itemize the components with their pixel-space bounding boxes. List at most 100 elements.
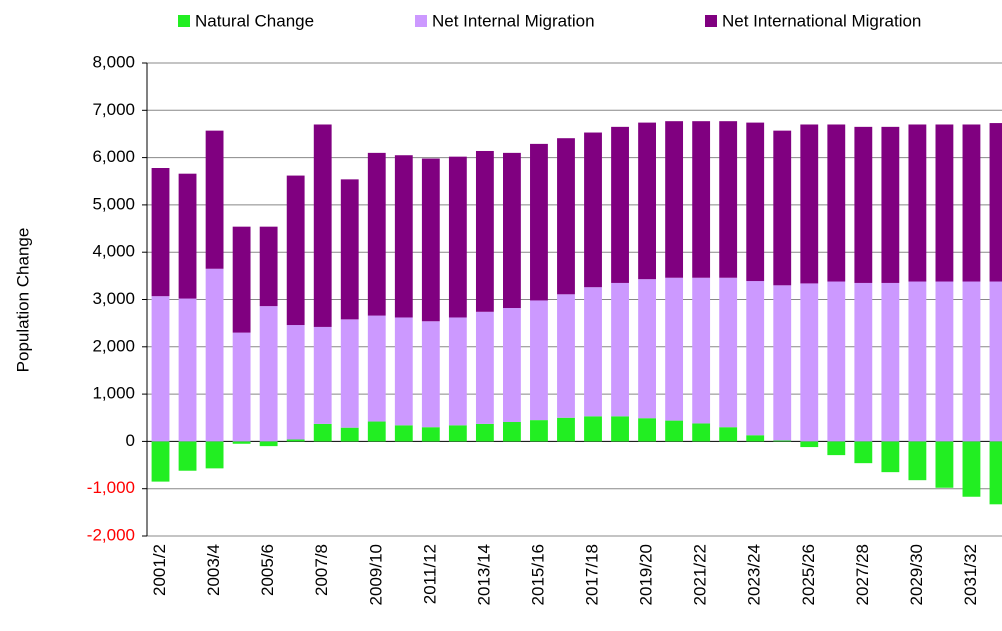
y-tick-label: 3,000 bbox=[92, 289, 135, 308]
bar-segment bbox=[719, 427, 738, 442]
bar-segment bbox=[178, 441, 197, 471]
bar-segment bbox=[205, 268, 224, 442]
bar-segment bbox=[448, 425, 467, 442]
bar-segment bbox=[692, 121, 711, 278]
bar-segment bbox=[475, 150, 494, 312]
bar-segment bbox=[394, 155, 413, 318]
bar-segment bbox=[800, 283, 819, 442]
y-tick-label: 7,000 bbox=[92, 100, 135, 119]
bar-segment bbox=[232, 441, 251, 444]
bar-segment bbox=[421, 321, 440, 428]
bar-segment bbox=[286, 439, 305, 442]
bar-segment bbox=[340, 179, 359, 320]
legend-label: Net International Migration bbox=[722, 11, 921, 30]
bar-segment bbox=[340, 427, 359, 442]
bar-segment bbox=[503, 422, 521, 442]
bar-segment bbox=[421, 158, 440, 322]
x-tick-label: 2025/26 bbox=[799, 544, 818, 605]
bar-segment bbox=[232, 226, 251, 333]
x-tick-label: 2013/14 bbox=[474, 544, 493, 605]
bar-segment bbox=[584, 416, 602, 442]
bar-segment bbox=[935, 124, 954, 282]
bar-segment bbox=[854, 441, 873, 464]
bar-segment bbox=[557, 294, 575, 418]
bar-segment bbox=[421, 427, 440, 442]
x-tick-label: 2009/10 bbox=[366, 544, 385, 605]
bar-segment bbox=[638, 418, 656, 442]
bar-segment bbox=[827, 441, 846, 456]
bar-segment bbox=[530, 143, 548, 301]
bar-segment bbox=[530, 420, 548, 442]
bar-segment bbox=[178, 298, 197, 442]
legend-swatch bbox=[705, 15, 717, 27]
bar-segment bbox=[638, 122, 656, 280]
bar-segment bbox=[557, 417, 575, 442]
bar-segment bbox=[800, 124, 819, 284]
bar-segment bbox=[503, 308, 521, 423]
bar-segment bbox=[448, 317, 467, 426]
bar-segment bbox=[773, 285, 792, 441]
bar-segment bbox=[259, 306, 278, 442]
bar-segment bbox=[205, 441, 224, 469]
bar-segment bbox=[530, 300, 548, 421]
bar-segment bbox=[773, 440, 792, 442]
y-tick-label: -1,000 bbox=[87, 478, 135, 497]
bar-segment bbox=[989, 441, 1002, 505]
bar-segment bbox=[746, 122, 765, 282]
bar-segment bbox=[151, 296, 170, 442]
bar-segment bbox=[557, 138, 575, 295]
legend-swatch bbox=[415, 15, 427, 27]
legend-swatch bbox=[178, 15, 190, 27]
bar-segment bbox=[935, 281, 954, 442]
bar-segment bbox=[367, 152, 386, 316]
x-tick-label: 2029/30 bbox=[907, 544, 926, 605]
bar-segment bbox=[367, 421, 386, 442]
x-tick-label: 2019/20 bbox=[637, 544, 656, 605]
bar-segment bbox=[584, 287, 602, 417]
bar-segment bbox=[367, 315, 386, 422]
bar-segment bbox=[313, 326, 332, 424]
bar-segment bbox=[475, 311, 494, 424]
x-tick-label: 2011/12 bbox=[420, 544, 439, 604]
bar-segment bbox=[881, 282, 900, 442]
bar-segment bbox=[611, 282, 629, 417]
bar-segment bbox=[503, 152, 521, 309]
y-tick-label: 6,000 bbox=[92, 147, 135, 166]
bar-segment bbox=[908, 124, 927, 282]
bar-segment bbox=[151, 441, 170, 482]
bar-segment bbox=[665, 121, 684, 278]
bar-segment bbox=[259, 226, 278, 307]
bar-segment bbox=[394, 317, 413, 426]
legend-label: Natural Change bbox=[195, 11, 314, 30]
bar-segment bbox=[773, 130, 792, 286]
bar-segment bbox=[692, 277, 711, 424]
bar-segment bbox=[611, 126, 629, 283]
bar-segment bbox=[313, 124, 332, 327]
bar-segment bbox=[475, 423, 494, 442]
x-tick-label: 2005/6 bbox=[258, 544, 277, 596]
bar-segment bbox=[827, 124, 846, 282]
bar-segment bbox=[259, 441, 278, 447]
bar-segment bbox=[692, 423, 711, 442]
bar-segment bbox=[854, 282, 873, 442]
bar-segment bbox=[232, 332, 251, 442]
y-tick-label: 4,000 bbox=[92, 242, 135, 261]
x-tick-label: 2023/24 bbox=[745, 544, 764, 605]
y-tick-label: -2,000 bbox=[87, 525, 135, 544]
bar-segment bbox=[827, 281, 846, 442]
bar-segment bbox=[881, 126, 900, 283]
bar-segment bbox=[908, 281, 927, 442]
bar-segment bbox=[962, 124, 981, 282]
bar-segment bbox=[962, 281, 981, 442]
bar-segment bbox=[962, 441, 981, 497]
y-tick-label: 8,000 bbox=[92, 52, 135, 71]
x-tick-label: 2027/28 bbox=[853, 544, 872, 605]
bar-segment bbox=[719, 121, 738, 278]
y-tick-label: 0 bbox=[126, 431, 135, 450]
x-tick-label: 2021/22 bbox=[691, 544, 710, 605]
bar-segment bbox=[313, 423, 332, 442]
bar-segment bbox=[908, 441, 927, 481]
bar-segment bbox=[935, 441, 954, 488]
x-tick-label: 2003/4 bbox=[204, 544, 223, 596]
x-tick-label: 2007/8 bbox=[312, 544, 331, 596]
